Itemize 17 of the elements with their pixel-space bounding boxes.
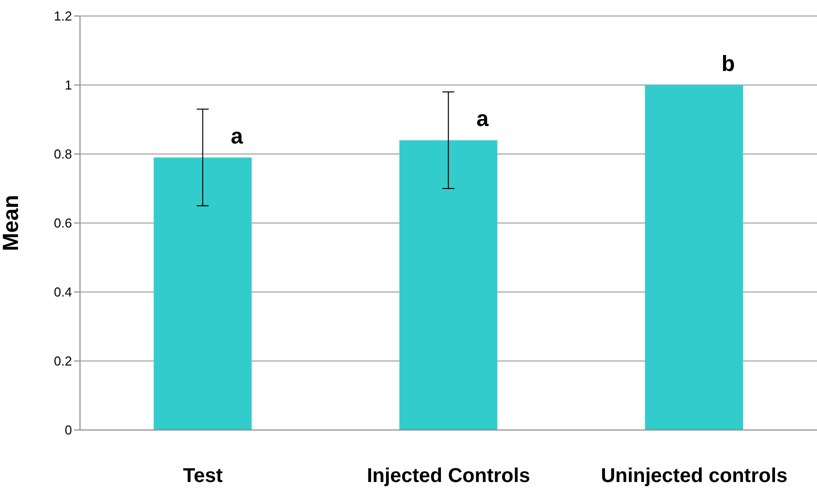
x-tick-label: Uninjected controls — [600, 465, 788, 488]
y-tick-label: 0 — [64, 422, 72, 438]
y-axis-title: Mean — [0, 194, 23, 252]
x-tick-label: Test — [183, 465, 223, 488]
bar — [399, 140, 498, 430]
annotation: b — [721, 50, 735, 76]
annotation: a — [476, 106, 490, 132]
bar — [154, 157, 252, 430]
y-tick-label: 0.8 — [54, 146, 72, 162]
bar — [645, 85, 744, 430]
y-tick-label: 0.4 — [54, 284, 72, 300]
y-tick-label: 1.2 — [54, 8, 72, 24]
x-tick-label: Injected Controls — [366, 465, 530, 488]
y-tick-label: 0.6 — [54, 216, 72, 231]
y-tick-label: 1 — [64, 78, 72, 93]
y-tick-label: 0.2 — [54, 354, 72, 369]
annotation: a — [230, 123, 244, 148]
